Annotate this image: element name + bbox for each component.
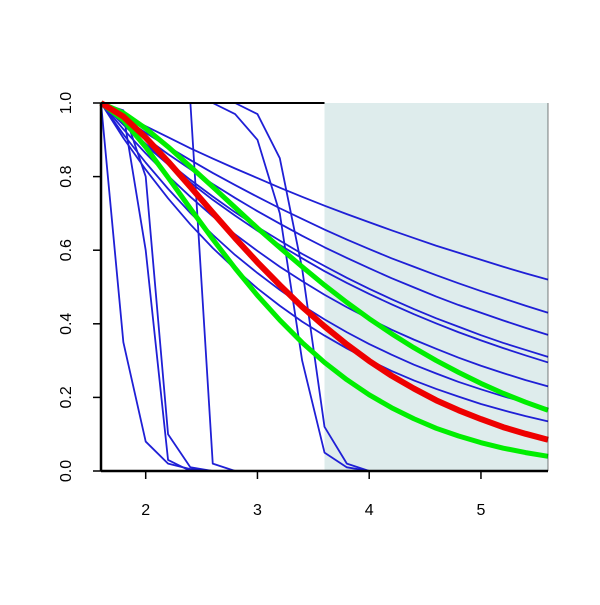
x-tick-label: 3: [253, 502, 262, 519]
y-tick-label: 0.6: [58, 239, 75, 261]
y-tick-label: 0.4: [58, 313, 75, 335]
x-tick-label: 5: [476, 502, 485, 519]
line: [99, 100, 549, 413]
y-tick-label: 0.0: [58, 460, 75, 482]
y-tick-label: 0.8: [58, 165, 75, 187]
y-tick-label: 0.2: [58, 386, 75, 408]
line: [99, 101, 549, 459]
x-tick-label: 4: [365, 502, 374, 519]
x-tick-label: 2: [141, 502, 150, 519]
line: [99, 100, 549, 443]
shaded-region: [324, 103, 548, 471]
line: [100, 102, 549, 388]
y-tick-label: 1.0: [58, 92, 75, 114]
line: [100, 102, 549, 410]
line: [100, 102, 549, 281]
line: [100, 102, 549, 336]
line: [100, 102, 549, 423]
